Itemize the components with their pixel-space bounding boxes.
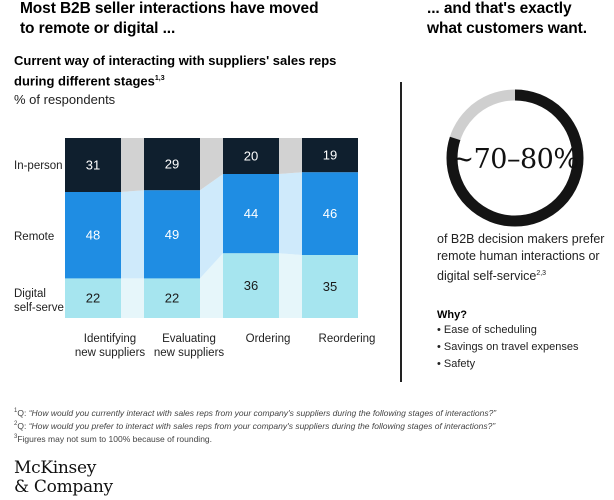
claim-footnote-ref: 2,3	[536, 270, 547, 277]
mckinsey-logo: McKinsey & Company	[14, 459, 113, 497]
value-label-digital: 36	[244, 278, 258, 293]
stacked-bar-chart: 22 48 31 22 49 29 36 44 20 35 46 19	[65, 138, 358, 318]
headline-left-line-2: to remote or digital ...	[20, 20, 176, 37]
connector-band-in_person	[121, 138, 144, 192]
vertical-divider	[400, 82, 402, 382]
bar-segment-in_person	[302, 138, 358, 173]
chart-subtitle: Current way of interacting with supplier…	[14, 52, 336, 90]
bar-segment-digital	[302, 255, 358, 318]
connector-band-in_person	[279, 138, 302, 174]
bar-segment-digital	[65, 278, 121, 318]
logo-line-2: & Company	[14, 477, 113, 497]
why-item: • Safety	[437, 358, 476, 370]
connector-band-digital	[200, 253, 223, 318]
category-label-evaluating-line-2: new suppliers	[153, 347, 225, 359]
headline-left-line-1: Most B2B seller interactions have moved	[20, 0, 319, 17]
why-item: • Ease of scheduling	[437, 324, 537, 336]
bar-segment-in_person	[223, 138, 279, 174]
value-label-in_person: 29	[165, 157, 179, 172]
footnote-3-number: 3	[14, 433, 18, 440]
footnote-2: 2Q: “How would you prefer to interact wi…	[14, 419, 604, 432]
value-label-remote: 48	[86, 228, 100, 243]
chart-subtitle-line-2-text: during different stages	[14, 73, 155, 89]
bar-segment-remote	[65, 192, 121, 279]
row-label-digital-self-serve: Digital self-serve	[14, 287, 64, 315]
category-label-identifying-line-1: Identifying	[83, 333, 137, 345]
value-label-remote: 49	[165, 227, 179, 242]
footnote-1-prefix: Q:	[17, 407, 29, 418]
value-label-remote: 46	[323, 206, 337, 221]
bar-segment-in_person	[144, 138, 200, 191]
why-item-text: Safety	[443, 358, 476, 370]
bar-segment-remote	[144, 190, 200, 279]
row-label-digital-line-2: self-serve	[14, 302, 64, 314]
chart-subtitle-line-2: during different stages1,3	[14, 70, 336, 90]
connector-band-digital	[279, 253, 302, 318]
category-label-evaluating: Evaluating new suppliers	[134, 332, 244, 360]
footnote-3-text: Figures may not sum to 100% because of r…	[17, 433, 213, 444]
value-label-digital: 22	[165, 291, 179, 306]
why-item-text: Ease of scheduling	[443, 324, 537, 336]
value-label-in_person: 20	[244, 149, 258, 164]
bar-segment-in_person	[65, 138, 121, 192]
row-label-remote: Remote	[14, 231, 55, 243]
category-label-evaluating-line-1: Evaluating	[162, 333, 216, 345]
footnote-3: 3Figures may not sum to 100% because of …	[14, 432, 604, 445]
why-item: • Savings on travel expenses	[437, 341, 579, 353]
row-label-in-person: In-person	[14, 160, 63, 172]
bar-segment-remote	[223, 174, 279, 254]
value-label-remote: 44	[244, 206, 258, 221]
why-item-text: Savings on travel expenses	[443, 341, 579, 353]
bar-segment-digital	[144, 278, 200, 318]
headline-right-line-1: ... and that's exactly	[427, 0, 572, 17]
headline-right-line-2: what customers want.	[427, 20, 587, 37]
claim-line-3: digital self-service2,3	[437, 265, 604, 285]
footnotes: 1Q: “How would you currently interact wi…	[14, 406, 604, 444]
row-label-digital-line-1: Digital	[14, 288, 46, 300]
claim-line-2: remote human interactions or	[437, 249, 600, 263]
ring-arc	[446, 89, 584, 227]
footnote-1-text: “How would you currently interact with s…	[28, 407, 497, 418]
category-label-reordering: Reordering	[292, 332, 402, 346]
footnote-1-number: 1	[14, 408, 18, 414]
ring-label: ~70–80%	[452, 144, 579, 175]
preference-claim: of B2B decision makers prefer remote hum…	[437, 231, 604, 285]
value-label-in_person: 31	[86, 158, 100, 173]
category-label-identifying-line-2: new suppliers	[74, 347, 146, 359]
why-title: Why?	[437, 309, 467, 321]
claim-line-1: of B2B decision makers prefer	[437, 232, 605, 246]
connector-band-remote	[200, 174, 223, 279]
chart-subtitle-footnote-ref: 1,3	[154, 75, 165, 82]
chart-subtitle-line-1: Current way of interacting with supplier…	[14, 53, 337, 68]
footnote-2-number: 2	[14, 420, 18, 427]
bar-segment-digital	[223, 253, 279, 318]
category-label-reordering-line-1: Reordering	[318, 333, 376, 345]
category-label-ordering-line-1: Ordering	[245, 333, 291, 345]
connector-band-remote	[279, 172, 302, 255]
headline-right: ... and that's exactly what customers wa…	[427, 0, 587, 39]
category-label-identifying: Identifying new suppliers	[55, 332, 165, 360]
footnote-2-prefix: Q:	[17, 420, 29, 431]
value-label-digital: 35	[323, 279, 337, 294]
logo-line-1: McKinsey	[14, 458, 97, 478]
connector-band-digital	[121, 278, 144, 318]
footnote-1: 1Q: “How would you currently interact wi…	[14, 406, 604, 419]
headline-left: Most B2B seller interactions have moved …	[20, 0, 319, 39]
connector-band-remote	[121, 190, 144, 279]
unit-label: % of respondents	[14, 92, 116, 107]
ring-chart: ~70–80%	[446, 89, 584, 227]
claim-line-3-text: digital self-service	[437, 269, 537, 284]
value-label-in_person: 19	[323, 148, 337, 163]
connector-band-in_person	[200, 138, 223, 191]
bar-segment-remote	[302, 172, 358, 255]
value-label-digital: 22	[86, 291, 100, 306]
category-label-ordering: Ordering	[213, 332, 323, 346]
footnote-2-text: “How would you prefer to interact with s…	[28, 420, 496, 431]
why-list: • Ease of scheduling • Savings on travel…	[437, 322, 578, 373]
